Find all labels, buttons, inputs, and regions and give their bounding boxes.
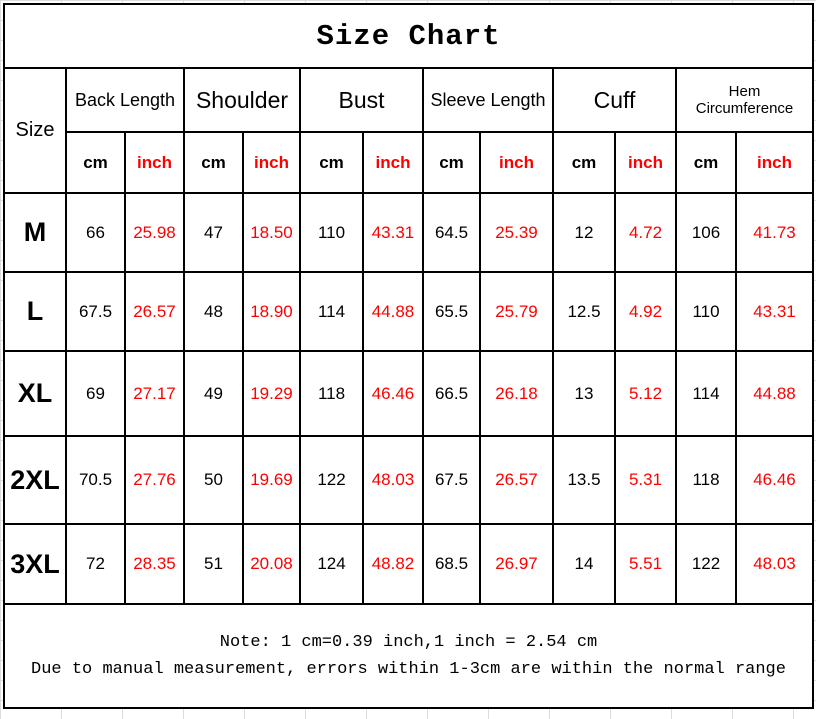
table-cell: 14 <box>552 523 616 605</box>
unit-header-cm: cm <box>65 131 126 194</box>
table-cell: 106 <box>675 192 737 273</box>
table-cell: 44.88 <box>362 271 424 352</box>
table-cell: 4.72 <box>614 192 677 273</box>
group-header-back-length: Back Length <box>65 67 185 133</box>
table-cell: 18.90 <box>242 271 301 352</box>
size-label: M <box>3 192 67 273</box>
table-cell: 51 <box>183 523 244 605</box>
table-cell: 25.79 <box>479 271 554 352</box>
unit-header-inch: inch <box>242 131 301 194</box>
note-row: Note: 1 cm=0.39 inch,1 inch = 2.54 cm Du… <box>3 603 814 709</box>
table-cell: 67.5 <box>65 271 126 352</box>
table-cell: 47 <box>183 192 244 273</box>
table-cell: 48.82 <box>362 523 424 605</box>
size-row-m: M 66 25.98 47 18.50 110 43.31 64.5 25.39… <box>3 192 814 273</box>
unit-header-cm: cm <box>675 131 737 194</box>
table-cell: 114 <box>299 271 364 352</box>
table-cell: 28.35 <box>124 523 185 605</box>
unit-header-inch: inch <box>614 131 677 194</box>
table-cell: 26.18 <box>479 350 554 437</box>
title-row: Size Chart <box>3 3 814 69</box>
table-cell: 122 <box>675 523 737 605</box>
table-cell: 72 <box>65 523 126 605</box>
table-cell: 69 <box>65 350 126 437</box>
table-cell: 19.29 <box>242 350 301 437</box>
table-cell: 64.5 <box>422 192 481 273</box>
measurement-note: Note: 1 cm=0.39 inch,1 inch = 2.54 cm Du… <box>3 603 814 709</box>
unit-header-cm: cm <box>422 131 481 194</box>
chart-title: Size Chart <box>3 3 814 69</box>
table-cell: 26.57 <box>479 435 554 525</box>
size-row-3xl: 3XL 72 28.35 51 20.08 124 48.82 68.5 26.… <box>3 523 814 605</box>
table-cell: 43.31 <box>735 271 814 352</box>
table-cell: 70.5 <box>65 435 126 525</box>
table-cell: 12 <box>552 192 616 273</box>
table-cell: 4.92 <box>614 271 677 352</box>
note-line-1: Note: 1 cm=0.39 inch,1 inch = 2.54 cm <box>219 633 598 652</box>
table-cell: 13 <box>552 350 616 437</box>
table-cell: 48 <box>183 271 244 352</box>
table-cell: 27.17 <box>124 350 185 437</box>
table-cell: 118 <box>299 350 364 437</box>
group-header-cuff: Cuff <box>552 67 677 133</box>
size-label: L <box>3 271 67 352</box>
table-cell: 26.57 <box>124 271 185 352</box>
table-cell: 43.31 <box>362 192 424 273</box>
table-cell: 66 <box>65 192 126 273</box>
table-cell: 5.12 <box>614 350 677 437</box>
table-cell: 20.08 <box>242 523 301 605</box>
table-cell: 19.69 <box>242 435 301 525</box>
table-cell: 68.5 <box>422 523 481 605</box>
unit-header-cm: cm <box>552 131 616 194</box>
table-cell: 122 <box>299 435 364 525</box>
unit-header-row: cm inch cm inch cm inch cm inch cm inch … <box>4 131 814 194</box>
table-cell: 25.98 <box>124 192 185 273</box>
table-cell: 18.50 <box>242 192 301 273</box>
table-cell: 46.46 <box>362 350 424 437</box>
table-cell: 114 <box>675 350 737 437</box>
table-cell: 49 <box>183 350 244 437</box>
table-cell: 50 <box>183 435 244 525</box>
unit-header-cm: cm <box>183 131 244 194</box>
table-cell: 46.46 <box>735 435 814 525</box>
size-row-l: L 67.5 26.57 48 18.90 114 44.88 65.5 25.… <box>3 271 814 352</box>
size-label: 2XL <box>3 435 67 525</box>
table-cell: 25.39 <box>479 192 554 273</box>
table-cell: 41.73 <box>735 192 814 273</box>
table-cell: 110 <box>299 192 364 273</box>
table-cell: 44.88 <box>735 350 814 437</box>
table-cell: 5.51 <box>614 523 677 605</box>
table-cell: 65.5 <box>422 271 481 352</box>
table-cell: 66.5 <box>422 350 481 437</box>
table-cell: 5.31 <box>614 435 677 525</box>
unit-header-cm: cm <box>299 131 364 194</box>
size-row-xl: XL 69 27.17 49 19.29 118 46.46 66.5 26.1… <box>3 350 814 437</box>
size-row-2xl: 2XL 70.5 27.76 50 19.69 122 48.03 67.5 2… <box>3 435 814 525</box>
table-cell: 48.03 <box>362 435 424 525</box>
table-cell: 67.5 <box>422 435 481 525</box>
group-header-shoulder: Shoulder <box>183 67 301 133</box>
table-cell: 48.03 <box>735 523 814 605</box>
size-label: XL <box>3 350 67 437</box>
table-cell: 124 <box>299 523 364 605</box>
size-chart-table: Size Chart Size Back Length Shoulder Bus… <box>3 3 814 709</box>
note-line-2: Due to manual measurement, errors within… <box>31 660 786 679</box>
table-cell: 12.5 <box>552 271 616 352</box>
column-header-size: Size <box>3 67 67 194</box>
unit-header-inch: inch <box>735 131 814 194</box>
unit-header-inch: inch <box>479 131 554 194</box>
table-cell: 26.97 <box>479 523 554 605</box>
table-cell: 13.5 <box>552 435 616 525</box>
group-header-row: Size Back Length Shoulder Bust Sleeve Le… <box>3 67 814 194</box>
table-cell: 118 <box>675 435 737 525</box>
table-cell: 110 <box>675 271 737 352</box>
group-header-sleeve-length: Sleeve Length <box>422 67 554 133</box>
size-label: 3XL <box>3 523 67 605</box>
group-header-hem-circumference: Hem Circumference <box>675 67 814 133</box>
unit-header-inch: inch <box>362 131 424 194</box>
table-cell: 27.76 <box>124 435 185 525</box>
unit-header-inch: inch <box>124 131 185 194</box>
group-header-bust: Bust <box>299 67 424 133</box>
